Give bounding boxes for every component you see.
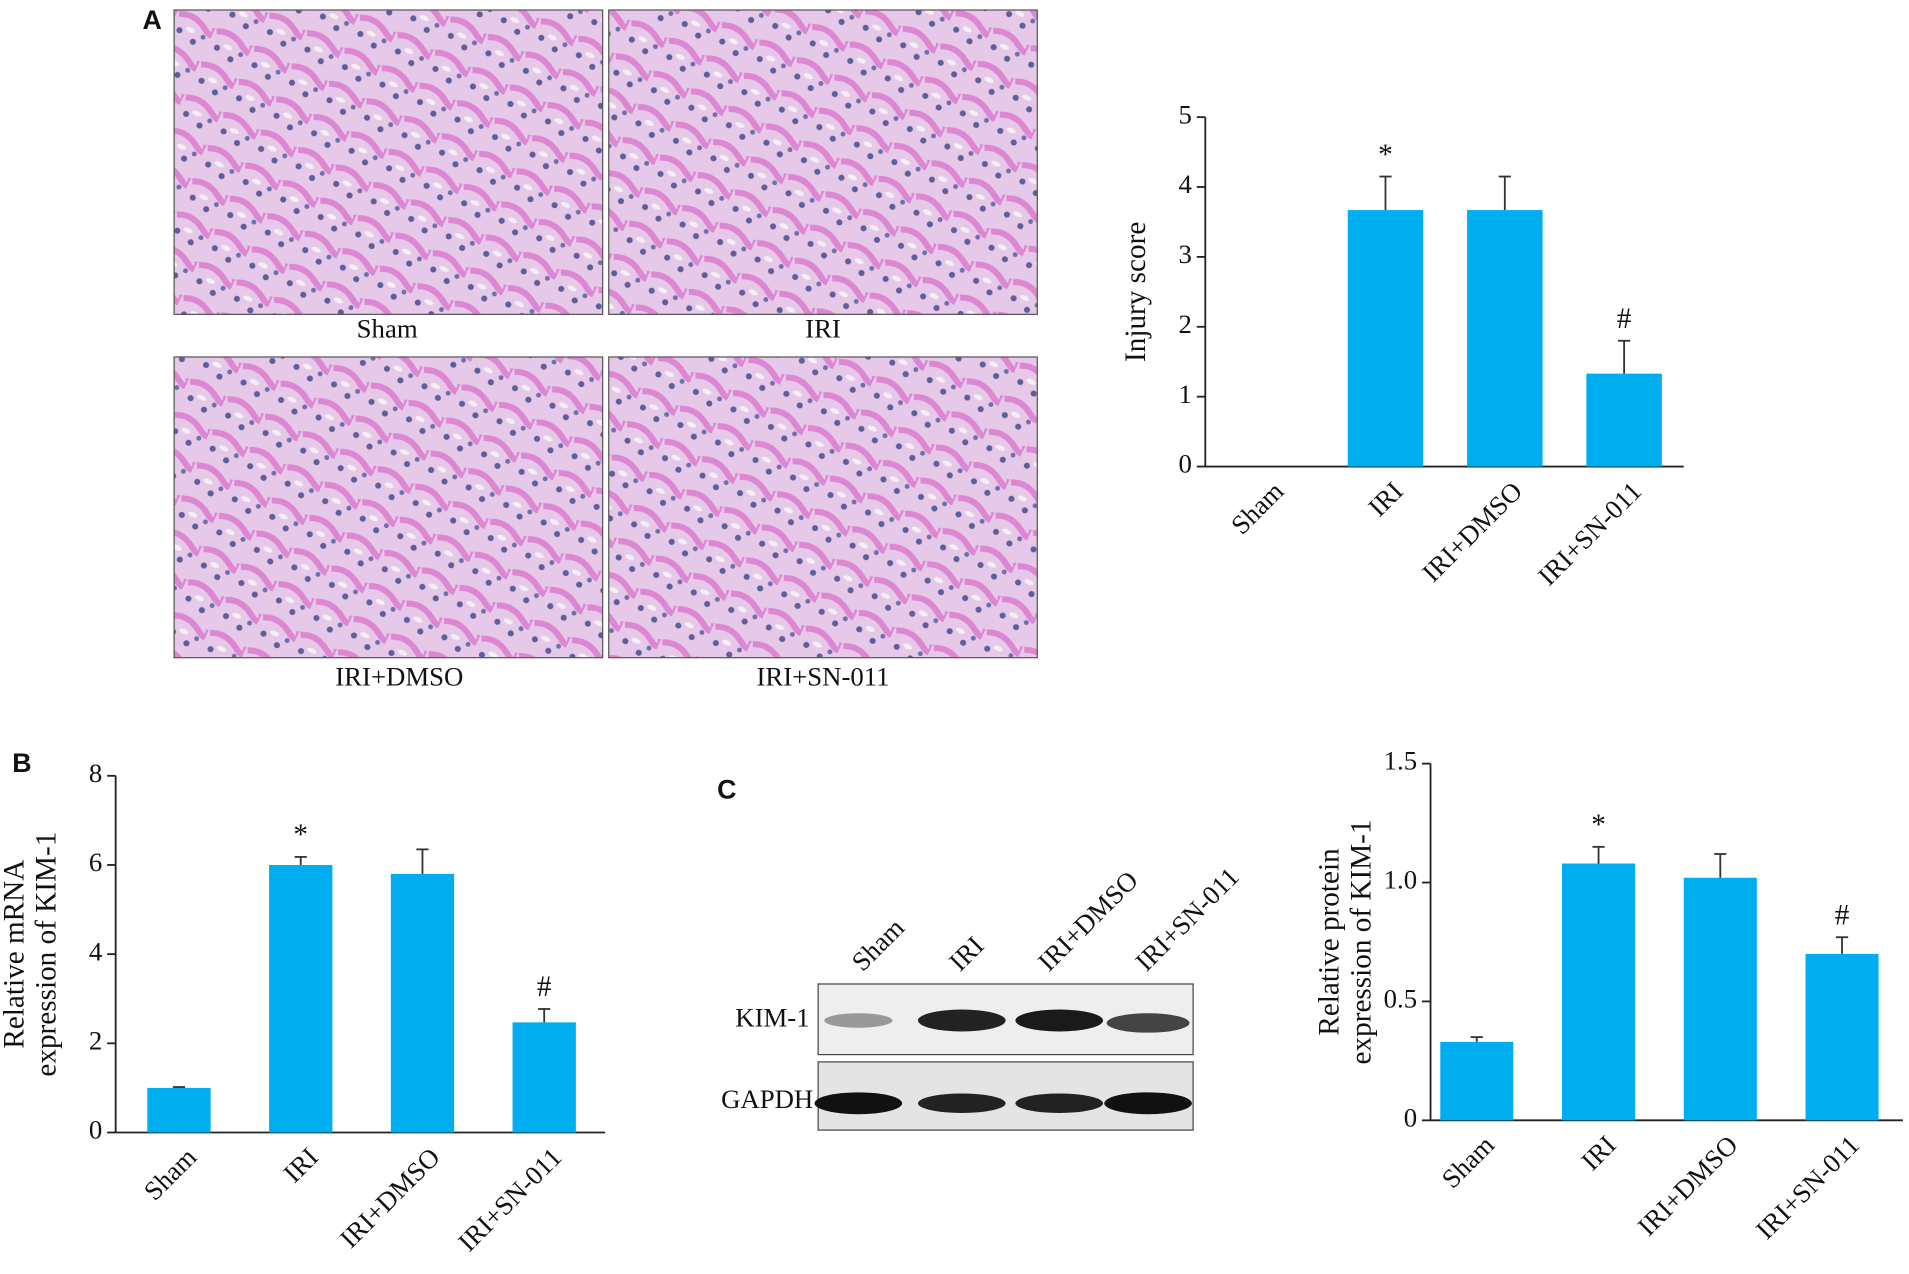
y-tick-label: 4: [89, 936, 102, 966]
blot-row-label: GAPDH: [721, 1084, 813, 1114]
y-tick-label: 6: [89, 847, 102, 877]
blot-band: [917, 1093, 1006, 1114]
blot-band: [1104, 1092, 1192, 1115]
y-tick-label: 0.5: [1384, 984, 1417, 1014]
bar: [269, 864, 333, 1133]
bar: [1440, 1041, 1514, 1121]
significance-mark: *: [1378, 139, 1393, 171]
image-caption: IRI+DMSO: [335, 662, 463, 692]
x-tick-label: IRI+DMSO: [334, 1142, 446, 1254]
y-tick-label: 0: [1179, 449, 1192, 479]
x-tick-label: IRI+SN-011: [452, 1142, 567, 1257]
x-tick-label: IRI+DMSO: [1632, 1130, 1744, 1242]
image-caption: Sham: [357, 314, 418, 344]
significance-mark: *: [1591, 809, 1606, 841]
x-tick-label: IRI+SN-011: [1750, 1130, 1865, 1245]
image-caption: IRI: [805, 314, 841, 344]
panel-label: C: [717, 775, 736, 805]
significance-mark: #: [1835, 899, 1850, 931]
histology-image: [608, 356, 1038, 659]
image-caption: IRI+SN-011: [756, 662, 889, 692]
y-tick-label: 5: [1179, 99, 1192, 129]
western-blot: KIM-1 GAPDH Sham IRI IRI+DMSO IRI+SN-011: [721, 861, 1245, 1131]
blot-lane-label: IRI: [943, 930, 989, 976]
bar: [1683, 877, 1757, 1121]
bar: [512, 1022, 576, 1133]
y-tick-label: 2: [1179, 309, 1192, 339]
histology-images: Sham IRI IRI+DMSO IRI+SN-011: [173, 9, 1038, 692]
x-tick-label: IRI+DMSO: [1416, 476, 1528, 588]
y-tick-label: 1.0: [1384, 865, 1417, 895]
y-tick-label: 0: [1404, 1102, 1417, 1132]
histology-image: [173, 356, 604, 659]
blot-band: [1015, 1009, 1104, 1032]
histology-image: [173, 9, 604, 315]
y-tick-label: 8: [89, 758, 102, 788]
significance-mark: #: [1617, 303, 1632, 335]
x-tick-label: Sham: [1436, 1129, 1500, 1193]
blot-lane-label: Sham: [846, 912, 910, 976]
y-tick-label: 0: [89, 1115, 102, 1145]
y-axis-label: Injury score: [1120, 222, 1152, 362]
bar: [1586, 373, 1662, 467]
blot-lane-label: IRI+SN-011: [1129, 861, 1244, 976]
blot-row-label: KIM-1: [735, 1003, 809, 1033]
y-axis-label: expression of KIM-1: [30, 832, 62, 1077]
x-tick-label: Sham: [1225, 476, 1289, 540]
x-tick-label: IRI+SN-011: [1532, 476, 1647, 591]
x-tick-label: IRI: [1575, 1130, 1621, 1176]
y-tick-label: 1: [1179, 379, 1192, 409]
bar: [1562, 863, 1636, 1121]
y-axis-label: Relative mRNA: [0, 860, 31, 1049]
bar: [390, 873, 455, 1133]
blot-band: [814, 1092, 903, 1115]
blot-band: [1015, 1093, 1104, 1114]
significance-mark: *: [293, 819, 308, 851]
x-tick-label: IRI: [277, 1142, 323, 1188]
y-tick-label: 3: [1179, 239, 1192, 269]
blot-band: [1106, 1013, 1190, 1033]
blot-band: [824, 1013, 893, 1028]
blot-lane-label: IRI+DMSO: [1032, 865, 1144, 977]
x-tick-label: IRI: [1362, 476, 1408, 522]
significance-mark: #: [537, 971, 552, 1003]
x-tick-label: Sham: [138, 1142, 202, 1206]
blot-band: [917, 1009, 1006, 1032]
y-tick-label: 2: [89, 1025, 102, 1055]
bar: [1805, 953, 1879, 1121]
histology-image: [608, 9, 1038, 315]
y-axis-label: expression of KIM-1: [1345, 820, 1377, 1065]
bar: [147, 1087, 211, 1133]
panel-label: B: [12, 748, 31, 778]
y-axis-label: Relative protein: [1314, 848, 1346, 1036]
bar: [1467, 210, 1543, 467]
panel-label: A: [143, 5, 162, 35]
bar: [1347, 210, 1424, 467]
y-tick-label: 1.5: [1384, 746, 1417, 776]
y-tick-label: 4: [1179, 169, 1192, 199]
